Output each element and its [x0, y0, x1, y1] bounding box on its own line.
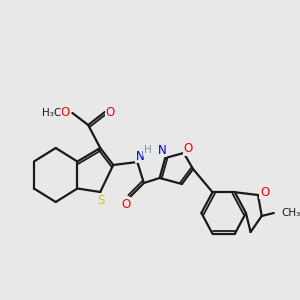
- Text: O: O: [122, 197, 131, 211]
- Text: O: O: [106, 106, 115, 118]
- Text: O: O: [184, 142, 193, 155]
- Text: N: N: [136, 149, 145, 163]
- Text: H₃C: H₃C: [42, 108, 62, 118]
- Text: N: N: [158, 143, 167, 157]
- Text: CH₃: CH₃: [281, 208, 300, 218]
- Text: S: S: [98, 194, 105, 208]
- Text: O: O: [60, 106, 70, 119]
- Text: H: H: [144, 145, 152, 155]
- Text: O: O: [260, 185, 269, 199]
